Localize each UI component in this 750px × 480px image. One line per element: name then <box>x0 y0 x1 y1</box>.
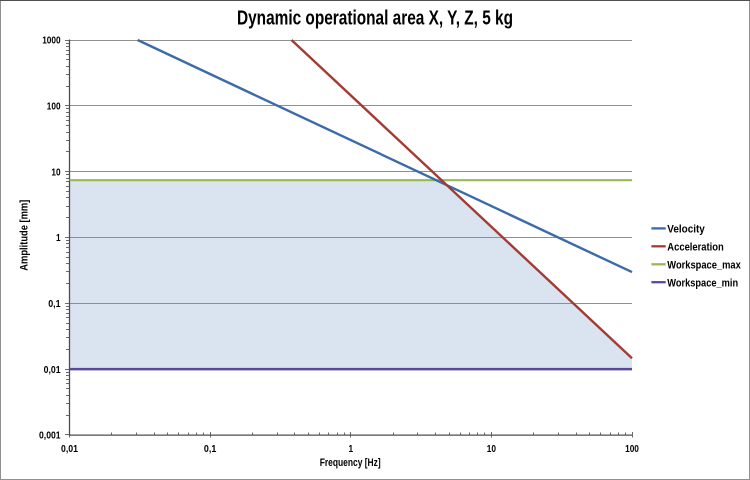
svg-text:1: 1 <box>56 233 61 244</box>
svg-text:0,001: 0,001 <box>39 431 61 442</box>
svg-text:Dynamic operational area X, Y,: Dynamic operational area X, Y, Z, 5 kg <box>237 7 513 29</box>
svg-text:0,1: 0,1 <box>48 299 61 310</box>
svg-text:Workspace_max: Workspace_max <box>667 260 741 272</box>
svg-text:1: 1 <box>349 444 354 455</box>
svg-text:Acceleration: Acceleration <box>667 242 724 254</box>
svg-text:Velocity: Velocity <box>667 224 705 236</box>
svg-text:0,01: 0,01 <box>44 365 61 376</box>
svg-text:1000: 1000 <box>42 36 61 47</box>
svg-text:Amplitude [mm]: Amplitude [mm] <box>19 199 31 270</box>
svg-text:Frequency [Hz]: Frequency [Hz] <box>320 457 381 469</box>
svg-text:100: 100 <box>625 444 639 455</box>
svg-text:0,01: 0,01 <box>61 444 78 455</box>
svg-text:Workspace_min: Workspace_min <box>667 278 738 290</box>
svg-text:100: 100 <box>47 101 61 112</box>
svg-text:0,1: 0,1 <box>204 444 217 455</box>
svg-text:10: 10 <box>487 444 497 455</box>
svg-text:10: 10 <box>51 167 61 178</box>
